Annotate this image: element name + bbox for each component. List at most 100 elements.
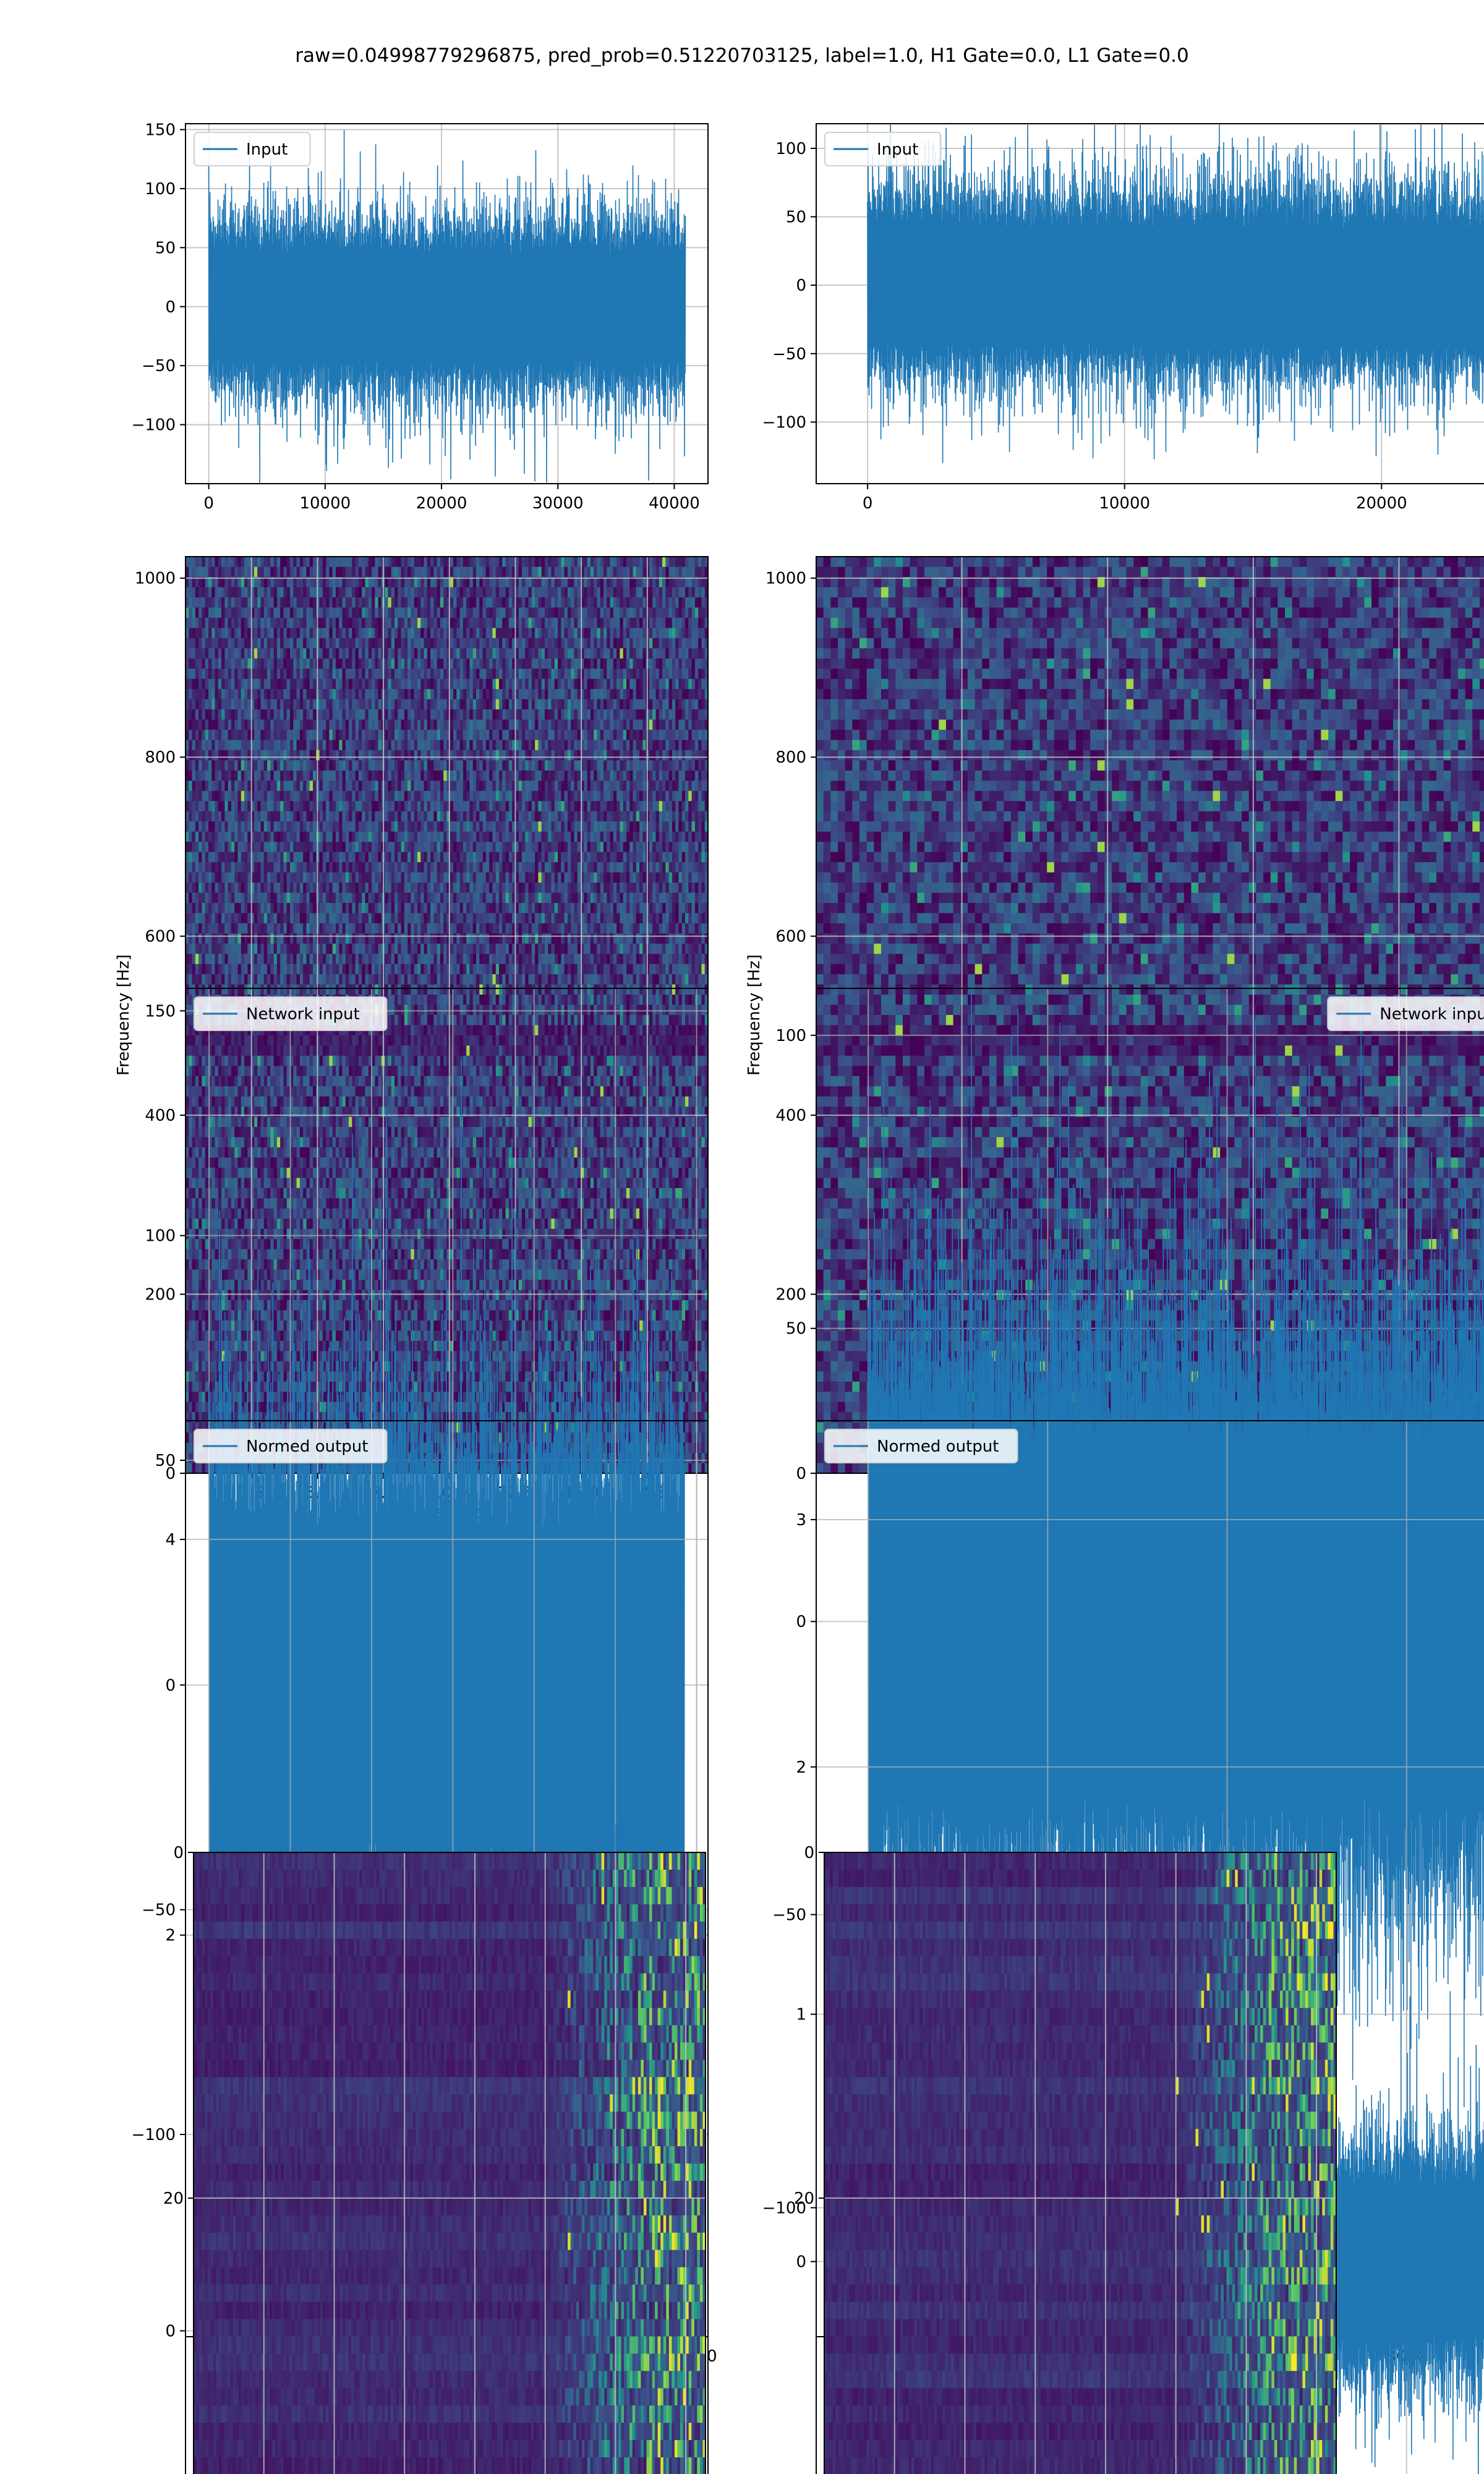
heatmap-cell <box>698 557 702 567</box>
heatmap-cell <box>218 618 222 628</box>
heatmap-cell <box>313 638 317 649</box>
heatmap-cell <box>215 597 219 608</box>
heatmap-cell <box>538 587 542 597</box>
heatmap-cell <box>506 607 510 618</box>
heatmap-cell <box>349 607 352 618</box>
heatmap-cell <box>241 607 245 618</box>
heatmap-cell <box>208 587 212 597</box>
heatmap-cell <box>692 557 696 567</box>
heatmap-cell <box>349 638 352 649</box>
heatmap-cell <box>202 557 205 567</box>
heatmap-cell <box>362 607 365 618</box>
heatmap-cell <box>685 557 689 567</box>
heatmap-cell <box>365 648 369 659</box>
heatmap-cell <box>365 638 369 649</box>
heatmap-cell <box>603 567 607 577</box>
heatmap-cell <box>300 587 304 597</box>
heatmap-cell <box>274 607 278 618</box>
heatmap-cell <box>427 618 431 628</box>
heatmap-cell <box>287 628 291 638</box>
heatmap-cell <box>310 618 313 628</box>
heatmap-cell <box>496 638 500 649</box>
heatmap-cell <box>257 618 261 628</box>
heatmap-cell <box>629 628 633 638</box>
heatmap-cell <box>492 597 496 608</box>
heatmap-cell <box>310 648 313 659</box>
heatmap-cell <box>672 638 676 649</box>
heatmap-cell <box>578 557 581 567</box>
heatmap-cell <box>492 628 496 638</box>
heatmap-cell <box>519 607 522 618</box>
heatmap-cell <box>388 638 391 649</box>
heatmap-cell <box>538 618 542 628</box>
heatmap-cell <box>561 607 565 618</box>
heatmap-cell <box>496 587 500 597</box>
heatmap-cell <box>499 607 503 618</box>
heatmap-cell <box>548 557 552 567</box>
heatmap-cell <box>665 607 669 618</box>
heatmap-cell <box>437 618 441 628</box>
heatmap-cell <box>652 618 656 628</box>
heatmap-cell <box>591 587 594 597</box>
heatmap-cell <box>280 618 284 628</box>
heatmap-cell <box>519 567 522 577</box>
heatmap-cell <box>649 628 653 638</box>
heatmap-cell <box>463 557 467 567</box>
heatmap-cell <box>260 557 264 567</box>
heatmap-cell <box>401 597 405 608</box>
heatmap-cell <box>417 557 421 567</box>
heatmap-cell <box>532 587 535 597</box>
heatmap-cell <box>369 648 372 659</box>
heatmap-cell <box>701 628 705 638</box>
heatmap-cell <box>218 567 222 577</box>
heatmap-cell <box>483 597 487 608</box>
heatmap-cell <box>620 618 623 628</box>
heatmap-cell <box>326 567 330 577</box>
heatmap-cell <box>247 557 251 567</box>
heatmap-cell <box>323 607 326 618</box>
heatmap-cell <box>675 597 679 608</box>
heatmap-cell <box>561 618 565 628</box>
heatmap-cell <box>362 618 365 628</box>
heatmap-cell <box>274 628 278 638</box>
heatmap-cell <box>678 587 682 597</box>
heatmap-cell <box>211 567 215 577</box>
heatmap-cell <box>701 618 705 628</box>
heatmap-cell <box>283 607 287 618</box>
heatmap-cell <box>685 618 689 628</box>
heatmap-cell <box>466 628 470 638</box>
heatmap-cell <box>672 628 676 638</box>
heatmap-cell <box>189 557 192 567</box>
heatmap-cell <box>656 587 660 597</box>
heatmap-cell <box>669 638 673 649</box>
heatmap-cell <box>469 597 473 608</box>
heatmap-cell <box>313 648 317 659</box>
heatmap-cell <box>221 618 225 628</box>
heatmap-cell <box>571 618 574 628</box>
heatmap-cell <box>525 638 529 649</box>
heatmap-cell <box>607 557 610 567</box>
y-tick-label: −50 <box>772 345 806 364</box>
heatmap-cell <box>698 638 702 649</box>
heatmap-cell <box>244 557 248 567</box>
heatmap-cell <box>323 628 326 638</box>
heatmap-cell <box>636 628 640 638</box>
heatmap-cell <box>620 607 623 618</box>
heatmap-cell <box>594 638 597 649</box>
heatmap-cell <box>323 567 326 577</box>
heatmap-cell <box>669 557 673 567</box>
heatmap-cell <box>349 557 352 567</box>
heatmap-cell <box>437 628 441 638</box>
heatmap-cell <box>283 628 287 638</box>
heatmap-cell <box>496 628 500 638</box>
heatmap-cell <box>433 567 437 577</box>
heatmap-cell <box>247 628 251 638</box>
heatmap-cell <box>205 587 209 597</box>
heatmap-cell <box>333 567 336 577</box>
heatmap-cell <box>224 597 228 608</box>
heatmap-cell <box>198 597 202 608</box>
heatmap-cell <box>639 587 643 597</box>
heatmap-cell <box>189 607 192 618</box>
heatmap-cell <box>600 628 604 638</box>
heatmap-cell <box>571 557 574 567</box>
